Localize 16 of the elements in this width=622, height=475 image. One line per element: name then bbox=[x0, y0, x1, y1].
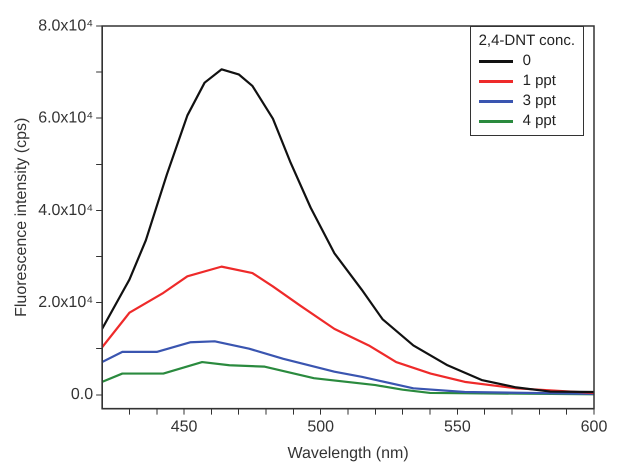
x-tick-label: 550 bbox=[444, 418, 471, 436]
x-axis-title: Wavelength (nm) bbox=[287, 444, 409, 462]
legend-label: 4 ppt bbox=[522, 111, 556, 131]
y-tick-label: 8.0x10⁴ bbox=[38, 17, 94, 34]
x-tick-label: 500 bbox=[307, 418, 334, 436]
legend-label: 0 bbox=[522, 51, 531, 71]
y-tick-label: 4.0x10⁴ bbox=[38, 202, 94, 219]
y-tick-label: 2.0x10⁴ bbox=[38, 294, 94, 311]
y-axis-title: Fluorescence intensity (cps) bbox=[13, 118, 30, 317]
legend-label: 3 ppt bbox=[522, 91, 556, 111]
legend-title: 2,4-DNT conc. bbox=[478, 31, 575, 51]
x-tick-label: 600 bbox=[580, 418, 608, 436]
y-tick-label: 6.0x10⁴ bbox=[38, 110, 94, 127]
x-tick-label: 450 bbox=[170, 418, 198, 436]
legend-label: 1 ppt bbox=[522, 71, 556, 91]
y-tick-label: 0.0 bbox=[70, 386, 94, 404]
